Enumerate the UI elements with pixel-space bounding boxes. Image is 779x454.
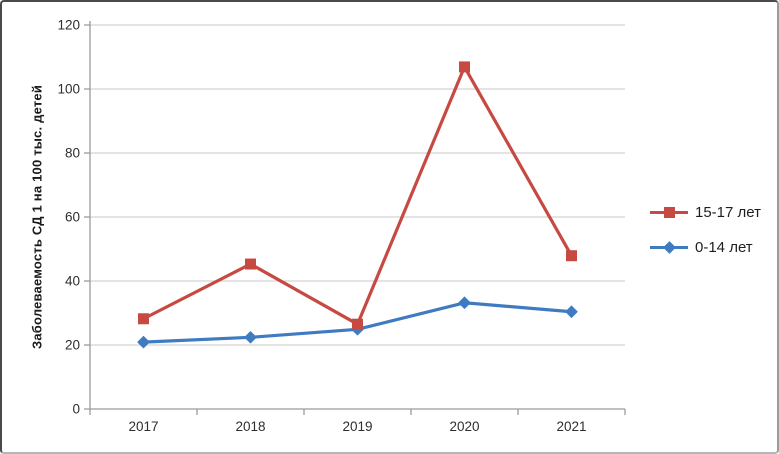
data-point-diamond bbox=[244, 330, 257, 344]
diamond-marker-icon bbox=[662, 240, 676, 254]
data-point-square bbox=[566, 250, 577, 262]
square-marker-icon bbox=[663, 206, 675, 218]
y-tick-label: 0 bbox=[72, 402, 80, 417]
legend-marker-diamond-icon bbox=[650, 239, 688, 255]
y-tick-label: 60 bbox=[65, 210, 80, 225]
data-point-diamond bbox=[565, 305, 578, 319]
data-point-diamond bbox=[137, 335, 150, 349]
data-point-square bbox=[352, 318, 363, 330]
data-point-diamond bbox=[458, 296, 471, 310]
x-tick-label: 2019 bbox=[342, 419, 372, 434]
y-tick-label: 20 bbox=[65, 338, 80, 353]
x-tick-label: 2018 bbox=[235, 419, 265, 434]
legend: 15-17 лет 0-14 лет bbox=[650, 199, 761, 260]
x-tick-label: 2017 bbox=[128, 419, 158, 434]
y-tick-label: 120 bbox=[57, 18, 80, 33]
legend-item-0-14-let: 0-14 лет bbox=[650, 234, 761, 260]
y-tick-label: 40 bbox=[65, 274, 80, 289]
x-tick-label: 2020 bbox=[449, 419, 479, 434]
y-tick-label: 80 bbox=[65, 146, 80, 161]
legend-label: 15-17 лет bbox=[695, 203, 761, 221]
data-point-square bbox=[138, 313, 149, 325]
y-tick-label: 100 bbox=[57, 82, 80, 97]
data-point-square bbox=[245, 258, 256, 270]
legend-label: 0-14 лет bbox=[695, 238, 753, 256]
legend-item-15-17-let: 15-17 лет bbox=[650, 199, 761, 225]
y-axis-title: Заболеваемость СД 1 на 100 тыс. детей bbox=[29, 85, 45, 350]
legend-marker-square-icon bbox=[650, 204, 688, 220]
series-line-square bbox=[141, 65, 574, 326]
x-tick-label: 2021 bbox=[556, 419, 586, 434]
data-point-square bbox=[459, 61, 470, 73]
